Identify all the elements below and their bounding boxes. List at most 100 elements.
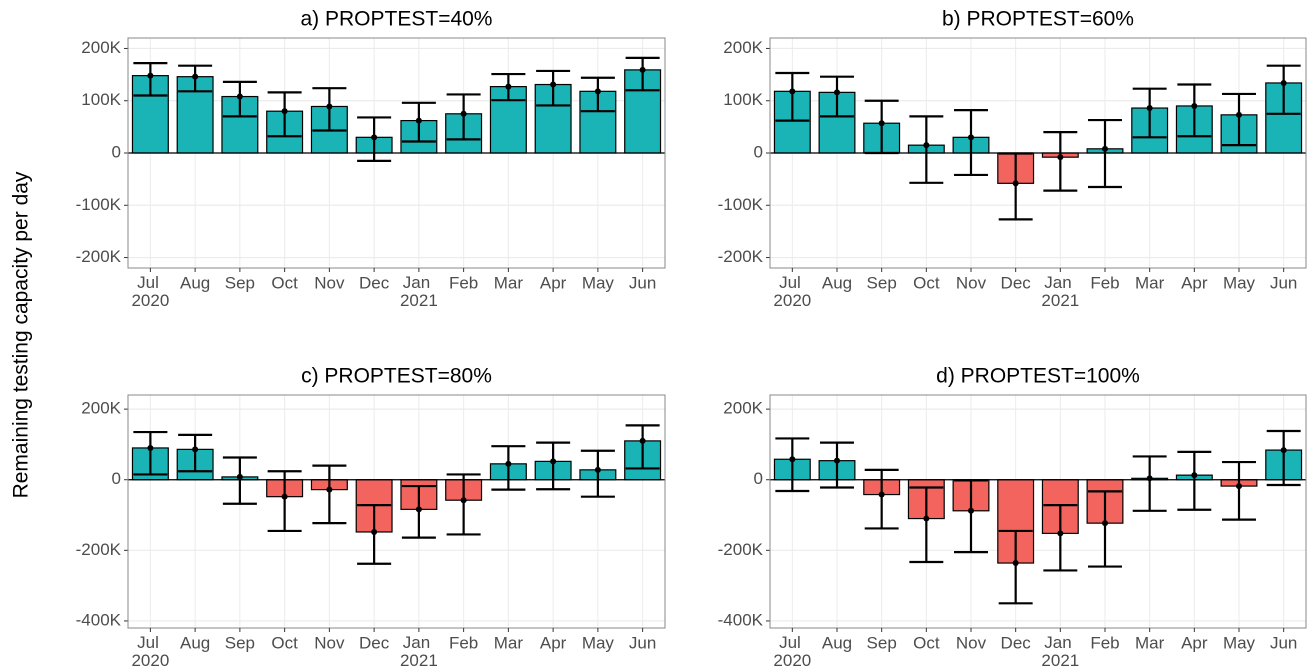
y-axis-label: Remaining testing capacity per day xyxy=(10,171,33,498)
error-bar xyxy=(775,71,810,122)
x-tick-label: Oct xyxy=(271,633,298,652)
error-bar xyxy=(864,468,899,530)
panel-title: a) PROPTEST=40% xyxy=(301,8,493,31)
plot-frame xyxy=(769,394,1307,629)
point xyxy=(968,507,974,514)
point xyxy=(1146,105,1153,112)
error-bar xyxy=(625,424,660,470)
plot-frame xyxy=(769,37,1307,269)
x-tick-label: Jan 2021 xyxy=(400,273,438,310)
point xyxy=(878,491,885,498)
point xyxy=(371,134,378,141)
point xyxy=(192,73,199,80)
point xyxy=(1280,79,1287,86)
point xyxy=(923,142,930,149)
error-bar xyxy=(998,529,1033,605)
plot-background xyxy=(128,395,665,628)
error-bar xyxy=(1222,92,1256,147)
y-tick-label: -200K xyxy=(718,540,764,559)
point xyxy=(460,497,467,504)
x-tick-label: May xyxy=(1223,633,1256,652)
x-tick-label: Aug xyxy=(822,633,852,652)
point xyxy=(415,506,422,513)
point xyxy=(1236,483,1242,490)
x-tick-label: Dec xyxy=(1001,273,1032,292)
error-bar xyxy=(267,91,302,138)
x-tick-label: Jan 2021 xyxy=(400,633,438,670)
point xyxy=(505,83,512,90)
point xyxy=(639,437,646,444)
point xyxy=(1057,154,1064,161)
y-tick-label: -200K xyxy=(76,247,122,266)
x-tick-label: Aug xyxy=(180,273,210,292)
error-bar xyxy=(1266,64,1301,115)
x-tick-label: Oct xyxy=(913,273,940,292)
x-tick-label: May xyxy=(1223,273,1256,292)
x-tick-label: Oct xyxy=(913,633,940,652)
error-bar xyxy=(580,76,615,113)
x-tick-label: Apr xyxy=(1181,633,1208,652)
point xyxy=(789,88,796,95)
error-bar xyxy=(625,56,660,92)
error-bar xyxy=(909,115,944,184)
y-tick-label: 0 xyxy=(112,469,121,488)
error-bar xyxy=(580,449,615,498)
error-bar xyxy=(1177,450,1212,511)
error-bar xyxy=(775,437,810,493)
point xyxy=(460,110,467,117)
plot-frame xyxy=(127,394,666,629)
y-tick-label: -200K xyxy=(718,247,764,266)
point xyxy=(1102,520,1108,527)
error-bar xyxy=(312,464,347,525)
point xyxy=(281,108,288,115)
error-bar xyxy=(1043,130,1078,192)
x-tick-label: Oct xyxy=(271,273,298,292)
x-tick-label: Feb xyxy=(1090,633,1119,652)
y-tick-label: 0 xyxy=(754,142,763,161)
x-tick-label: Sep xyxy=(225,633,255,652)
error-bar xyxy=(954,109,988,177)
y-tick-label: -400K xyxy=(76,610,122,629)
error-bar xyxy=(446,473,481,536)
point xyxy=(192,446,199,453)
error-bar xyxy=(864,99,899,155)
point xyxy=(550,81,557,88)
point xyxy=(326,486,333,493)
y-tick-label: 100K xyxy=(723,90,763,109)
point xyxy=(1012,180,1019,187)
point xyxy=(1191,472,1198,479)
x-tick-label: Jul 2020 xyxy=(773,633,811,670)
error-bar xyxy=(446,93,481,141)
x-tick-label: Nov xyxy=(956,273,987,292)
point xyxy=(236,93,243,100)
y-tick-label: 0 xyxy=(754,469,763,488)
point xyxy=(1280,447,1287,454)
x-tick-label: Feb xyxy=(1090,273,1119,292)
x-tick-label: Jun xyxy=(629,633,656,652)
error-bar xyxy=(1088,490,1122,568)
error-bar xyxy=(820,75,854,118)
plot-frame xyxy=(127,37,666,269)
point xyxy=(1146,475,1153,482)
error-bar xyxy=(998,152,1033,221)
point xyxy=(550,458,557,465)
point xyxy=(505,460,512,467)
x-tick-label: Mar xyxy=(1135,273,1165,292)
point xyxy=(789,456,796,463)
point xyxy=(147,72,154,79)
x-tick-label: Mar xyxy=(1135,633,1165,652)
point xyxy=(1236,111,1242,118)
x-tick-label: Apr xyxy=(1181,273,1208,292)
point xyxy=(968,134,974,141)
error-bar xyxy=(1132,455,1167,512)
x-tick-label: May xyxy=(582,633,615,652)
error-bar xyxy=(133,61,168,97)
error-bar xyxy=(1266,429,1301,487)
point xyxy=(1102,145,1108,152)
point xyxy=(639,66,646,73)
y-tick-label: 200K xyxy=(81,38,121,57)
panel-title: b) PROPTEST=60% xyxy=(942,8,1134,31)
point xyxy=(1012,560,1019,567)
error-bar xyxy=(1132,87,1167,139)
x-tick-label: Dec xyxy=(359,633,390,652)
